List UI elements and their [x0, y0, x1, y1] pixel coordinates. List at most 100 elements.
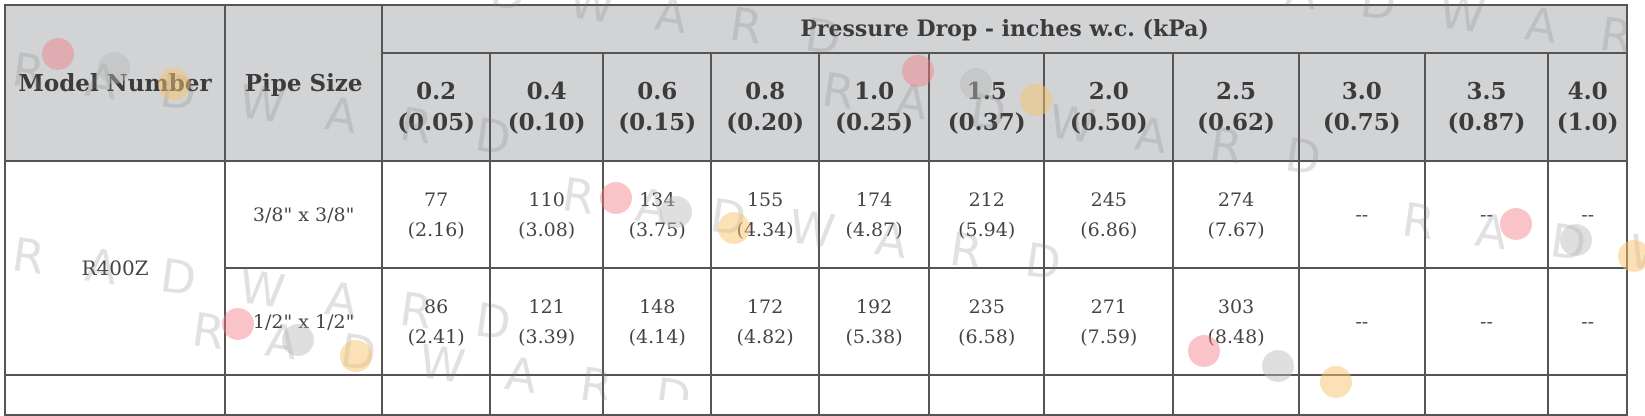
flow-value: 134	[639, 188, 676, 211]
flow-value-kpa: (5.38)	[845, 325, 903, 348]
flow-value: 235	[968, 295, 1005, 318]
empty-cell	[1423, 374, 1550, 416]
pressure-kpa-label: (1.0)	[1556, 109, 1619, 136]
flow-value-cell: --	[1423, 160, 1550, 269]
pressure-column-header: 3.5 (0.87)	[1423, 52, 1550, 162]
flow-value-cell: 134 (3.75)	[602, 160, 713, 269]
empty-cell	[710, 374, 821, 416]
flow-value: --	[1355, 310, 1369, 333]
flow-value-cell: 274 (7.67)	[1172, 160, 1300, 269]
flow-value-cell: --	[1297, 160, 1426, 269]
pressure-column-header: 0.2 (0.05)	[381, 52, 492, 162]
flow-value-cell: 110 (3.08)	[489, 160, 605, 269]
pressure-inches-label: 1.0	[854, 78, 895, 105]
pressure-inches-label: 3.5	[1466, 78, 1507, 105]
flow-value: 121	[528, 295, 565, 318]
flow-value-kpa: (7.59)	[1080, 325, 1138, 348]
pressure-kpa-label: (0.20)	[726, 109, 804, 136]
flow-value-kpa: (2.41)	[407, 325, 465, 348]
empty-cell	[224, 374, 384, 416]
flow-value: 303	[1217, 295, 1255, 318]
flow-value: --	[1581, 310, 1595, 333]
flow-value-cell: 212 (5.94)	[928, 160, 1046, 269]
flow-value-cell: 192 (5.38)	[818, 267, 931, 376]
model-number-header: Model Number	[3, 4, 227, 162]
empty-cell	[489, 374, 605, 416]
flow-value-cell: --	[1297, 267, 1426, 376]
flow-value: --	[1480, 310, 1493, 333]
flow-value-kpa: (8.48)	[1207, 325, 1265, 348]
flow-value: 192	[855, 295, 893, 318]
pressure-column-header: 1.5 (0.37)	[928, 52, 1046, 162]
pressure-column-header: 0.4 (0.10)	[489, 52, 605, 162]
pressure-inches-label: 0.8	[745, 78, 786, 105]
empty-cell	[928, 374, 1046, 416]
pressure-inches-label: 0.4	[526, 78, 567, 105]
flow-value-kpa: (2.16)	[407, 218, 465, 241]
flow-value-cell: 303 (8.48)	[1172, 267, 1300, 376]
pressure-kpa-label: (0.05)	[397, 109, 476, 136]
empty-cell	[602, 374, 713, 416]
flow-value-cell: 172 (4.82)	[710, 267, 821, 376]
flow-value-kpa: (4.34)	[736, 218, 794, 241]
pipe-size-cell: 3/8" x 3/8"	[224, 160, 384, 269]
flow-value-cell: 235 (6.58)	[928, 267, 1046, 376]
pressure-inches-label: 4.0	[1567, 78, 1608, 105]
flow-value: 86	[424, 295, 449, 318]
pipe-size-header: Pipe Size	[224, 4, 384, 162]
flow-value-cell: 155 (4.34)	[710, 160, 821, 269]
pressure-column-header: 2.5 (0.62)	[1172, 52, 1300, 162]
pressure-kpa-label: (0.25)	[835, 109, 913, 136]
empty-cell	[1172, 374, 1300, 416]
empty-cell	[1297, 374, 1426, 416]
pressure-inches-label: 0.2	[416, 78, 457, 105]
flow-value-cell: --	[1423, 267, 1550, 376]
flow-value-cell: 245 (6.86)	[1043, 160, 1175, 269]
empty-cell	[3, 374, 227, 416]
flow-value-kpa: (4.87)	[845, 218, 903, 241]
flow-value: 274	[1217, 188, 1255, 211]
flow-value-cell: --	[1547, 267, 1628, 376]
flow-value-cell: 271 (7.59)	[1043, 267, 1175, 376]
flow-value-kpa: (3.08)	[518, 218, 576, 241]
flow-value: 77	[424, 188, 449, 211]
flow-value-kpa: (7.67)	[1207, 218, 1265, 241]
flow-value-cell: --	[1547, 160, 1628, 269]
empty-cell	[818, 374, 931, 416]
flow-value-kpa: (3.39)	[518, 325, 576, 348]
flow-value: 212	[968, 188, 1005, 211]
pressure-kpa-label: (0.50)	[1069, 109, 1148, 136]
flow-value-cell: 77 (2.16)	[381, 160, 492, 269]
pressure-column-header: 1.0 (0.25)	[818, 52, 931, 162]
pipe-size-cell: 1/2" x 1/2"	[224, 267, 384, 376]
pressure-kpa-label: (0.62)	[1197, 109, 1275, 136]
pressure-column-header: 0.6 (0.15)	[602, 52, 713, 162]
flow-value-kpa: (3.75)	[628, 218, 686, 241]
flow-value-cell: 86 (2.41)	[381, 267, 492, 376]
flow-value-kpa: (4.82)	[736, 325, 794, 348]
pressure-drop-table: Model Number Pipe Size Pressure Drop - i…	[3, 4, 1628, 416]
pressure-column-header: 0.8 (0.20)	[710, 52, 821, 162]
flow-value-cell: 174 (4.87)	[818, 160, 931, 269]
empty-cell	[1547, 374, 1628, 416]
flow-value: 110	[528, 188, 565, 211]
pressure-kpa-label: (0.15)	[618, 109, 697, 136]
flow-value-cell: 148 (4.14)	[602, 267, 713, 376]
flow-value-kpa: (4.14)	[628, 325, 686, 348]
pressure-inches-label: 2.5	[1216, 78, 1257, 105]
pressure-column-header: 3.0 (0.75)	[1297, 52, 1426, 162]
flow-value-cell: 121 (3.39)	[489, 267, 605, 376]
flow-value: 245	[1090, 188, 1127, 211]
flow-value: 174	[855, 188, 893, 211]
pressure-kpa-label: (0.37)	[947, 109, 1026, 136]
pressure-inches-label: 1.5	[966, 78, 1007, 105]
flow-value-kpa: (6.86)	[1080, 218, 1138, 241]
flow-value: --	[1581, 203, 1595, 226]
flow-value: --	[1480, 203, 1493, 226]
pressure-drop-title: Pressure Drop - inches w.c. (kPa)	[381, 4, 1628, 54]
model-cell: R400Z	[3, 160, 227, 376]
pressure-column-header: 4.0 (1.0)	[1547, 52, 1628, 162]
pressure-inches-label: 2.0	[1088, 78, 1129, 105]
pressure-inches-label: 3.0	[1341, 78, 1382, 105]
pressure-inches-label: 0.6	[637, 78, 678, 105]
